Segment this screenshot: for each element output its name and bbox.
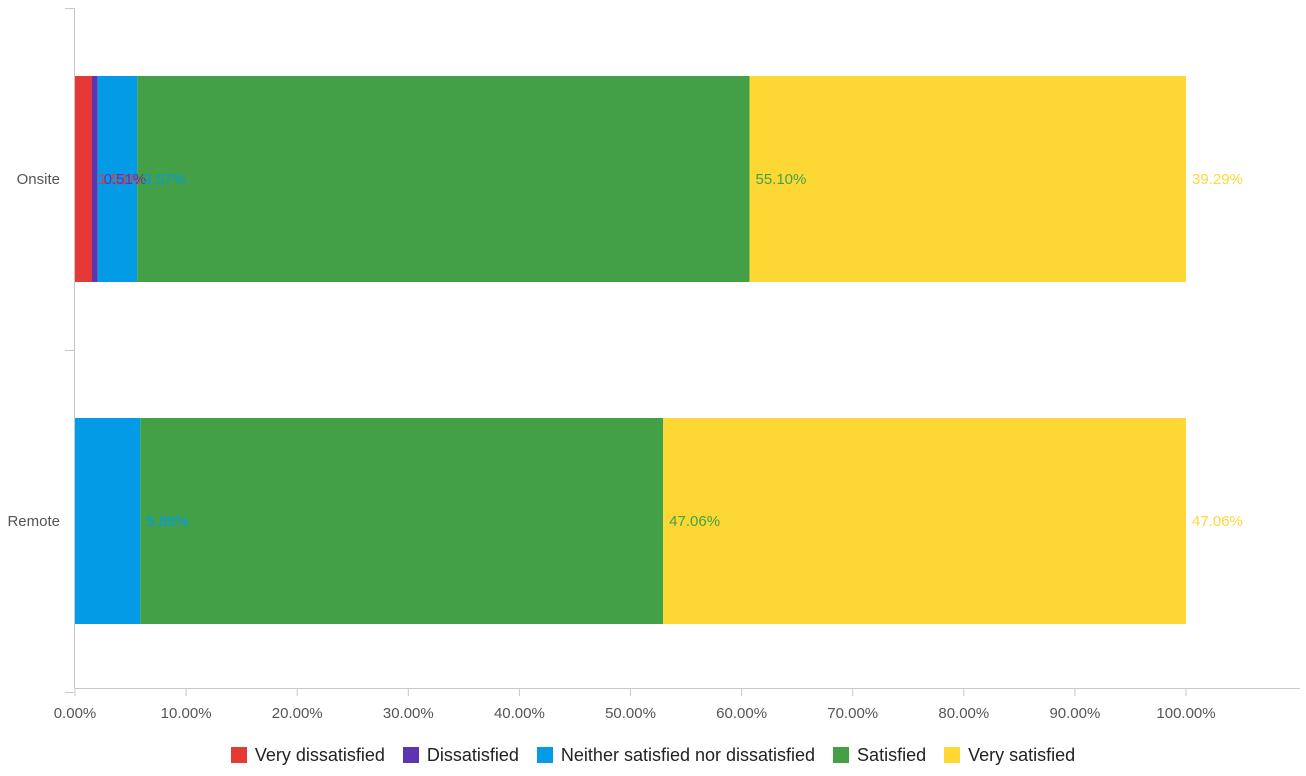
data-label-onsite-very-dissatisfied: 1.53% xyxy=(98,171,141,188)
x-tick-label: 20.00% xyxy=(272,705,323,722)
data-label-onsite-dissatisfied: 0.51% xyxy=(104,171,147,188)
bar-onsite-satisfied xyxy=(137,76,750,282)
legend-item-dissatisfied[interactable]: Dissatisfied xyxy=(402,744,519,766)
bar-remote-satisfied xyxy=(140,418,664,624)
data-label-remote-satisfied: 47.06% xyxy=(669,513,720,530)
x-tick-label: 80.00% xyxy=(938,705,989,722)
bar-onsite-dissatisfied xyxy=(91,76,98,282)
data-label-onsite-neither-satisfied-nor-dissatisfied: 3.57% xyxy=(143,171,186,188)
bar-onsite-neither-satisfied-nor-dissatisfied xyxy=(97,76,138,282)
x-tick-label: 70.00% xyxy=(827,705,878,722)
data-label-onsite-very-satisfied: 39.29% xyxy=(1192,171,1243,188)
stacked-bar-chart: 0.00% 10.00% 20.00% 30.00% 40.00% 50.00% 60.00… xyxy=(7,8,1300,722)
legend-label: Neither satisfied nor dissatisfied xyxy=(560,744,816,765)
legend-label: Satisfied xyxy=(857,744,927,765)
x-tick-label: 10.00% xyxy=(161,705,212,722)
legend-swatch xyxy=(230,747,247,763)
legend-item-very-satisfied[interactable]: Very satisfied xyxy=(944,745,1075,766)
x-tick-label: 60.00% xyxy=(716,705,767,722)
legend-label: Very satisfied xyxy=(968,744,1076,765)
y-category-label-onsite: Onsite xyxy=(17,171,60,188)
legend-label: Dissatisfied xyxy=(426,744,519,765)
legend: Very dissatisfied Dissatisfied Neither sat… xyxy=(0,740,1306,770)
data-label-onsite-satisfied: 55.10% xyxy=(755,171,806,188)
legend-swatch xyxy=(944,747,961,763)
x-tick-label: 100.00% xyxy=(1156,705,1215,722)
x-tick-label: 90.00% xyxy=(1049,705,1100,722)
bar-remote-neither-satisfied-nor-dissatisfied xyxy=(75,418,141,624)
legend-label: Very dissatisfied xyxy=(254,744,385,765)
legend-item-very-dissatisfied[interactable]: Very dissatisfied xyxy=(230,744,385,766)
axes-layer: 0.00% 10.00% 20.00% 30.00% 40.00% 50.00% 60.00… xyxy=(7,8,1300,722)
legend-item-neither-satisfied-nor-dissatisfied[interactable]: Neither satisfied nor dissatisfied xyxy=(536,744,816,766)
data-labels-layer: 1.53%0.51%3.57% 55.10% 39.29% 5.88% 47.06% 47… xyxy=(98,171,1243,530)
x-tick-label: 30.00% xyxy=(383,705,434,722)
bar-remote-very-satisfied xyxy=(663,418,1186,624)
x-tick-label: 40.00% xyxy=(494,705,545,722)
bar-onsite-very-satisfied xyxy=(749,76,1186,282)
bars-layer xyxy=(75,76,1186,624)
x-tick-label: 0.00% xyxy=(54,705,97,722)
data-label-remote-neither-satisfied-nor-dissatisfied: 5.88% xyxy=(146,513,189,530)
y-category-label-remote: Remote xyxy=(7,513,60,530)
legend-swatch xyxy=(536,747,553,763)
legend-swatch xyxy=(833,747,850,763)
legend-swatch xyxy=(402,747,419,763)
data-label-remote-very-satisfied: 47.06% xyxy=(1192,513,1243,530)
legend-item-satisfied[interactable]: Satisfied xyxy=(833,745,926,766)
bar-onsite-very-dissatisfied xyxy=(75,76,92,282)
x-tick-label: 50.00% xyxy=(605,705,656,722)
